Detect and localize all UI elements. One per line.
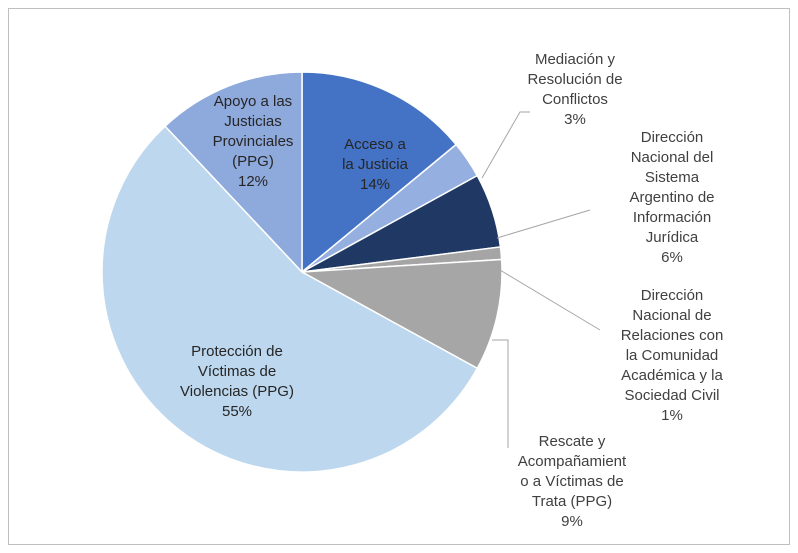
leader-line xyxy=(492,339,509,448)
leader-line xyxy=(496,209,591,239)
leader-line xyxy=(499,269,601,331)
leader-lines xyxy=(481,111,601,448)
data-label: Dirección Nacional de Relaciones con la … xyxy=(587,286,757,426)
value-label: 55% xyxy=(221,403,253,420)
category-label: Acceso a la Justicia xyxy=(342,136,408,173)
value-label: 6% xyxy=(661,249,683,266)
category-label: Rescate y Acompañamient o a Víctimas de … xyxy=(517,433,627,510)
data-label: Apoyo a las Justicias Provinciales (PPG)… xyxy=(168,92,338,192)
pie-slice xyxy=(101,125,479,473)
value-label: 1% xyxy=(661,407,683,424)
data-label: Rescate y Acompañamient o a Víctimas de … xyxy=(487,432,657,532)
data-label: Protección de Víctimas de Violencias (PP… xyxy=(152,342,322,422)
category-label: Dirección Nacional de Relaciones con la … xyxy=(620,287,724,404)
value-label: 12% xyxy=(237,173,269,190)
category-label: Apoyo a las Justicias Provinciales (PPG) xyxy=(212,93,294,170)
value-label: 14% xyxy=(359,176,391,193)
pie-slice xyxy=(164,71,303,274)
value-label: 9% xyxy=(561,513,583,530)
pie-slice xyxy=(301,71,458,274)
category-label: Protección de Víctimas de Violencias (PP… xyxy=(180,343,294,400)
leader-line xyxy=(481,111,530,179)
category-label: Dirección Nacional del Sistema Argentino… xyxy=(629,129,715,246)
data-label: Acceso a la Justicia 14% xyxy=(290,135,460,195)
data-label: Mediación y Resolución de Conflictos 3% xyxy=(490,50,660,130)
data-label: Dirección Nacional del Sistema Argentino… xyxy=(587,128,757,268)
category-label: Mediación y Resolución de Conflictos xyxy=(527,51,623,108)
value-label: 3% xyxy=(564,111,586,128)
pie-slice xyxy=(299,258,503,370)
